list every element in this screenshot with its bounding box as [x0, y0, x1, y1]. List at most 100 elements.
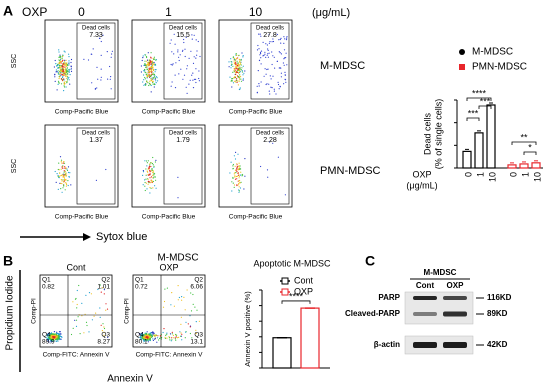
dot — [175, 339, 177, 341]
dot — [47, 339, 50, 341]
dot — [68, 64, 70, 66]
dot — [180, 332, 182, 334]
dot — [99, 37, 101, 40]
dot — [88, 331, 90, 333]
dot — [284, 38, 286, 40]
dot — [236, 68, 238, 70]
dot — [63, 83, 65, 85]
dot — [151, 180, 154, 182]
dot — [149, 164, 151, 166]
dot — [151, 162, 154, 165]
dot — [150, 69, 152, 71]
gate-value: 1.79 — [176, 137, 190, 144]
dot — [55, 63, 57, 65]
dot — [53, 340, 55, 342]
sig-label: *** — [468, 108, 479, 118]
dot — [147, 52, 149, 54]
dot — [142, 333, 144, 335]
dot — [233, 184, 236, 186]
size-label: 42KD — [487, 340, 508, 349]
dot — [257, 44, 259, 47]
dot — [239, 165, 241, 167]
dot — [154, 338, 156, 340]
dot — [146, 69, 148, 71]
dot — [145, 340, 147, 342]
dot — [195, 332, 197, 335]
dot — [151, 336, 153, 338]
dot — [143, 68, 146, 71]
dot — [58, 61, 60, 63]
dot — [53, 337, 55, 339]
dot — [65, 80, 67, 83]
y-axis-label: SSC — [11, 159, 18, 173]
dot — [277, 156, 279, 158]
dot — [147, 59, 149, 61]
dot — [143, 340, 145, 342]
dot — [182, 49, 184, 51]
dot — [150, 166, 152, 168]
dot — [146, 162, 148, 164]
dot — [88, 292, 91, 294]
dot — [154, 337, 156, 339]
dot — [60, 62, 62, 64]
dot — [67, 73, 69, 75]
plot-y-label: Comp-PI — [124, 298, 131, 324]
dot — [175, 333, 177, 336]
dot — [198, 77, 200, 80]
dot — [66, 79, 69, 81]
dot — [235, 172, 237, 174]
dot — [191, 38, 193, 40]
dot — [263, 54, 265, 57]
dot — [83, 332, 85, 334]
dot — [61, 65, 63, 67]
dot — [147, 337, 149, 339]
dot — [237, 64, 239, 66]
dot — [240, 80, 243, 82]
dot — [156, 77, 158, 79]
dot — [66, 82, 68, 84]
dot — [238, 65, 240, 67]
dot — [238, 186, 240, 188]
dot — [46, 337, 48, 339]
dot — [60, 66, 62, 68]
dot — [153, 56, 155, 58]
dot — [65, 63, 67, 65]
dot — [148, 75, 150, 77]
dot — [234, 65, 236, 67]
gate-value: 15.5 — [176, 32, 190, 39]
dot — [107, 336, 109, 338]
dot — [59, 172, 61, 174]
dot — [238, 177, 240, 179]
dot — [50, 334, 52, 336]
band — [443, 342, 467, 348]
dot — [152, 72, 154, 74]
x-tick-label: 1 — [520, 172, 530, 177]
dot — [179, 54, 181, 56]
dot — [62, 165, 64, 167]
dot — [66, 183, 68, 186]
dot — [61, 180, 63, 182]
dot — [151, 64, 153, 66]
dot — [238, 69, 240, 71]
dot — [155, 179, 157, 181]
dot — [193, 56, 195, 58]
dot — [63, 79, 65, 81]
dot — [57, 67, 59, 69]
dot — [279, 86, 281, 88]
dot — [58, 66, 61, 68]
dot — [149, 336, 151, 338]
dot — [242, 74, 244, 76]
dot — [60, 61, 62, 63]
dot — [65, 185, 67, 187]
dot — [143, 74, 145, 76]
dot — [68, 79, 70, 81]
dot — [284, 71, 286, 73]
dot — [62, 72, 64, 74]
dot — [195, 321, 197, 323]
dot — [151, 77, 153, 79]
dot — [239, 174, 241, 176]
dot — [57, 174, 59, 177]
dot — [273, 56, 275, 58]
dot — [148, 65, 150, 67]
dot — [184, 337, 186, 339]
